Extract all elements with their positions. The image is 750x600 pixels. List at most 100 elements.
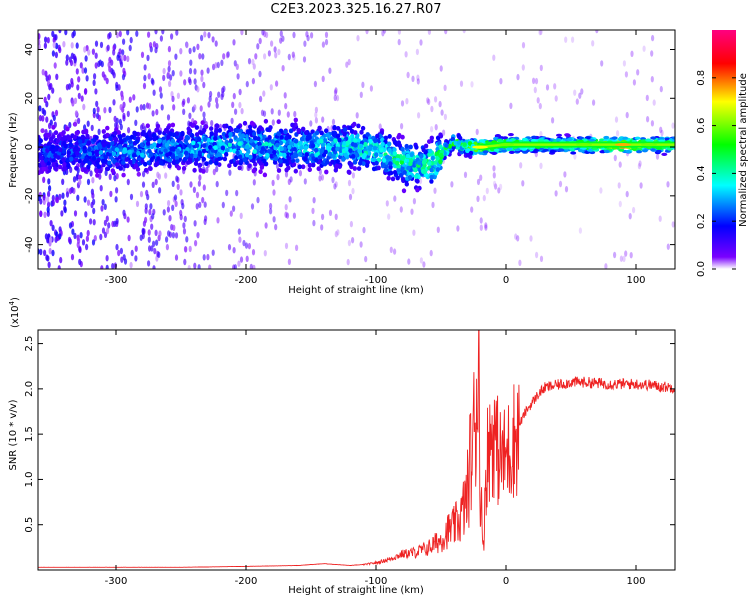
heatmap-speckle	[72, 53, 76, 61]
heatmap-cell	[251, 131, 257, 137]
heatmap-cell	[56, 155, 61, 160]
heatmap-speckle	[126, 55, 130, 62]
heatmap-speckle	[130, 249, 134, 257]
heatmap-speckle	[351, 187, 355, 195]
heatmap-cell	[434, 170, 439, 176]
heatmap-speckle	[265, 31, 269, 39]
heatmap-cell	[317, 154, 323, 160]
heatmap-speckle	[105, 215, 109, 222]
heatmap-speckle	[119, 123, 123, 131]
heatmap-speckle	[85, 243, 89, 251]
heatmap-speckle	[303, 178, 307, 185]
heatmap-speckle	[291, 51, 295, 58]
heatmap-cell	[62, 135, 67, 140]
heatmap-speckle	[333, 94, 337, 102]
heatmap-speckle	[637, 162, 642, 170]
heatmap-speckle	[94, 40, 99, 47]
heatmap-cell	[331, 146, 336, 152]
heatmap-speckle	[499, 183, 503, 191]
heatmap-speckle	[126, 30, 130, 36]
heatmap-cell	[213, 145, 218, 151]
heatmap-speckle	[351, 237, 355, 244]
heatmap-cell	[320, 142, 326, 148]
heatmap-cell	[74, 165, 79, 171]
heatmap-cell	[414, 144, 419, 150]
heatmap-cell	[105, 125, 110, 131]
colorbar-tick-label: 0.6	[696, 118, 707, 134]
heatmap-cell	[284, 135, 289, 141]
heatmap-speckle	[314, 111, 318, 119]
heatmap-speckle	[202, 111, 206, 118]
heatmap-cell	[342, 131, 347, 137]
heatmap-speckle	[406, 71, 410, 79]
heatmap-speckle	[273, 46, 277, 53]
heatmap-speckle	[105, 77, 109, 85]
heatmap-speckle	[150, 245, 154, 252]
colorbar-tick-label: 0.0	[696, 261, 707, 277]
heatmap-speckle	[671, 122, 675, 129]
heatmap-cell	[422, 169, 427, 175]
heatmap-cell	[141, 129, 146, 135]
heatmap-speckle	[244, 242, 249, 249]
heatmap-speckle	[49, 220, 53, 227]
heatmap-cell	[462, 142, 467, 148]
heatmap-speckle	[108, 173, 112, 180]
heatmap-cell	[307, 162, 312, 168]
heatmap-cell	[157, 130, 162, 136]
heatmap-speckle	[182, 222, 186, 229]
heatmap-cell	[249, 138, 254, 144]
heatmap-speckle	[134, 119, 138, 127]
heatmap-speckle	[235, 63, 239, 70]
heatmap-speckle	[624, 250, 628, 257]
heatmap-cell	[268, 142, 273, 148]
heatmap-cell	[429, 179, 434, 184]
y-tick-label: 40	[24, 43, 35, 56]
heatmap-cell	[570, 151, 577, 155]
heatmap-speckle	[153, 247, 157, 255]
heatmap-cell	[40, 128, 45, 134]
heatmap-speckle	[216, 61, 220, 69]
heatmap-cell	[193, 153, 198, 159]
heatmap-cell	[298, 151, 303, 157]
heatmap-speckle	[629, 252, 633, 259]
heatmap-cell	[123, 143, 128, 149]
heatmap-speckle	[346, 258, 350, 266]
heatmap-cell	[374, 160, 379, 166]
heatmap-cell	[204, 161, 209, 167]
heatmap-cell	[143, 167, 149, 173]
heatmap-cell	[374, 152, 379, 158]
heatmap-cell	[136, 171, 141, 177]
heatmap-cell	[118, 166, 123, 171]
heatmap-cell	[220, 145, 226, 151]
heatmap-speckle	[74, 110, 78, 117]
heatmap-speckle	[41, 69, 45, 76]
heatmap-speckle	[208, 95, 212, 103]
heatmap-cell	[114, 147, 120, 153]
heatmap-cell	[63, 143, 68, 149]
heatmap-cell	[61, 157, 66, 163]
heatmap-cell	[57, 164, 63, 170]
heatmap-cell	[395, 154, 401, 159]
heatmap-cell	[371, 166, 377, 172]
heatmap-speckle	[538, 30, 542, 36]
heatmap-speckle	[459, 80, 464, 87]
heatmap-cell	[265, 127, 270, 132]
heatmap-speckle	[188, 245, 192, 253]
heatmap-cell	[178, 153, 183, 158]
heatmap-cell	[311, 162, 316, 168]
heatmap-speckle	[127, 127, 131, 134]
ridge-peak	[615, 143, 631, 147]
heatmap-speckle	[312, 197, 316, 204]
heatmap-speckle	[112, 72, 116, 79]
heatmap-cell	[105, 132, 110, 138]
heatmap-cell	[235, 128, 240, 134]
heatmap-speckle	[92, 107, 96, 115]
heatmap-speckle	[150, 77, 154, 85]
heatmap-speckle	[94, 52, 98, 59]
heatmap-speckle	[144, 216, 148, 224]
heatmap-cell	[351, 154, 356, 159]
heatmap-speckle	[84, 55, 88, 62]
heatmap-cell	[406, 165, 411, 171]
heatmap-speckle	[422, 261, 426, 268]
heatmap-cell	[263, 118, 269, 124]
